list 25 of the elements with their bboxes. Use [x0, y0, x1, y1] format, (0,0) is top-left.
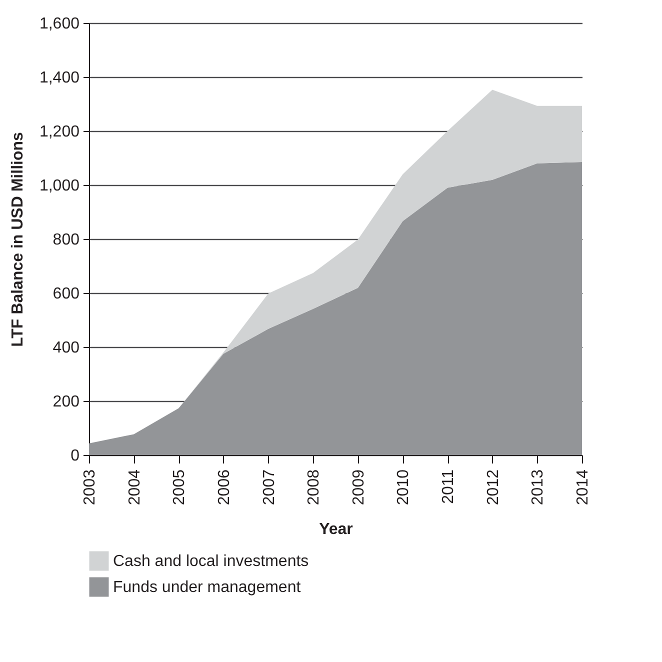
y-tick-label: 1,400: [39, 70, 80, 86]
x-axis-title: Year: [319, 521, 353, 538]
x-tick-label: 2003: [82, 469, 98, 506]
x-tick-label: 2004: [126, 469, 144, 506]
x-tick-label: 2012: [484, 469, 502, 506]
legend-label: Funds under management: [113, 579, 302, 596]
y-tick-label: 600: [52, 286, 80, 302]
y-tick-label: 0: [70, 448, 80, 464]
y-tick-label: 1,600: [39, 16, 80, 32]
y-tick-label: 1,200: [39, 124, 80, 140]
y-tick-label: 400: [52, 340, 80, 356]
x-tick-label: 2010: [395, 469, 412, 506]
y-tick-label: 200: [52, 394, 80, 410]
x-tick-label: 2014: [574, 469, 592, 506]
y-axis-title: LTF Balance in USD Millions: [9, 132, 26, 347]
x-tick-label: 2007: [260, 469, 278, 506]
x-tick-label: 2005: [171, 469, 188, 506]
x-tick-label: 2006: [216, 469, 233, 506]
x-tick-label: 2008: [306, 469, 323, 506]
y-tick-label: 800: [52, 232, 80, 248]
legend-label: Cash and local investments: [113, 553, 309, 570]
x-tick-label: 2009: [350, 469, 368, 506]
x-tick-label: 2013: [530, 469, 547, 506]
y-tick-label: 1,000: [39, 178, 80, 194]
x-tick-label: 2011: [440, 469, 458, 504]
